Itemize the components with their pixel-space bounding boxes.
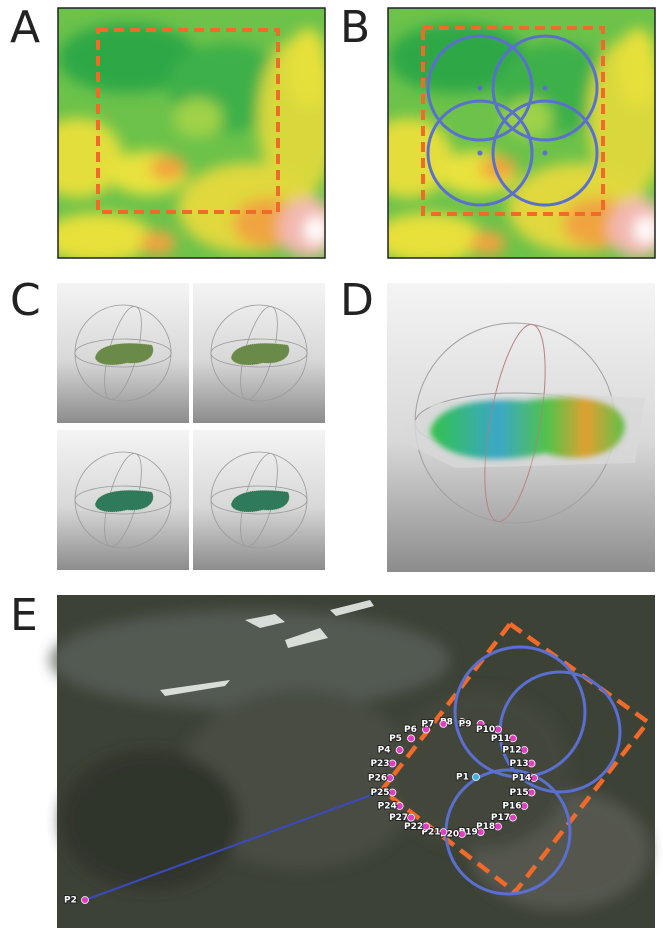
surface-tile <box>57 430 189 570</box>
waypoint-marker <box>521 803 528 810</box>
waypoint-label: P23 <box>370 759 389 769</box>
waypoint-label: P5 <box>389 734 402 744</box>
waypoint-marker <box>459 831 466 838</box>
waypoint-marker <box>389 789 396 796</box>
waypoint-label: P22 <box>404 822 423 832</box>
surface-tile <box>193 283 325 423</box>
waypoint-marker <box>389 760 396 767</box>
waypoint-label: P1 <box>456 773 469 783</box>
waypoint-label: P26 <box>368 774 387 784</box>
waypoint-marker <box>396 747 403 754</box>
waypoint-label: P24 <box>378 802 397 812</box>
waypoint-label: P25 <box>370 788 389 798</box>
waypoint-marker <box>423 823 430 830</box>
waypoint-label: P14 <box>512 774 531 784</box>
waypoint-label: P6 <box>404 725 417 735</box>
surface-tile <box>57 283 189 423</box>
waypoint-marker <box>477 829 484 836</box>
waypoint-marker <box>408 735 415 742</box>
panel-letter: E <box>10 590 38 641</box>
waypoint-marker <box>528 760 535 767</box>
waypoint-marker <box>440 829 447 836</box>
heatmap <box>363 8 663 263</box>
waypoint-label: P9 <box>459 719 472 729</box>
waypoint-marker <box>440 720 447 727</box>
waypoint-marker <box>396 803 403 810</box>
waypoint-marker <box>528 789 535 796</box>
panel-letter: A <box>10 2 40 53</box>
surface-views <box>57 283 325 570</box>
waypoint-label: P15 <box>510 788 529 798</box>
waypoint-label: P7 <box>421 719 434 729</box>
waypoint-marker <box>408 814 415 821</box>
waypoint-label: P16 <box>502 802 521 812</box>
waypoint-marker <box>509 735 516 742</box>
figure: A B C D E <box>0 0 663 929</box>
waypoint-marker <box>495 726 502 733</box>
waypoint-label: P4 <box>378 746 391 756</box>
waypoint-label: P11 <box>491 734 510 744</box>
waypoint-label: P12 <box>502 746 521 756</box>
waypoint-marker <box>473 774 480 781</box>
waypoint-marker <box>531 775 538 782</box>
panel-letter: D <box>340 275 374 326</box>
surface-tile <box>193 430 325 570</box>
waypoint-marker <box>387 775 394 782</box>
waypoint-label: P2 <box>64 896 77 906</box>
waypoint-label: P13 <box>510 759 529 769</box>
surface-3d <box>387 283 655 572</box>
waypoint-marker <box>82 897 89 904</box>
waypoint-marker <box>521 747 528 754</box>
heatmap <box>33 8 338 263</box>
waypoint-label: P27 <box>389 813 408 823</box>
panel-letter: C <box>10 275 41 326</box>
waypoint-marker <box>495 823 502 830</box>
waypoint-marker <box>509 814 516 821</box>
panel-letter: B <box>340 2 370 53</box>
